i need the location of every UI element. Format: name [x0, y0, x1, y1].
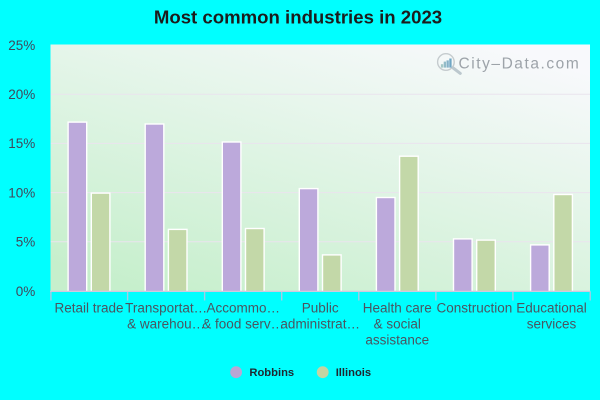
svg-text:services: services	[527, 316, 577, 331]
svg-text:15%: 15%	[8, 136, 35, 151]
svg-text:assistance: assistance	[365, 332, 429, 347]
svg-text:Illinois: Illinois	[336, 367, 371, 379]
svg-text:Health care: Health care	[363, 301, 432, 316]
svg-text:Transportat…: Transportat…	[125, 301, 207, 316]
svg-text:25%: 25%	[8, 38, 35, 53]
svg-text:Robbins: Robbins	[249, 367, 294, 379]
svg-text:Construction: Construction	[437, 301, 513, 316]
svg-text:Most common industries in 2023: Most common industries in 2023	[154, 7, 442, 28]
svg-text:Retail trade: Retail trade	[54, 301, 123, 316]
svg-text:Educational: Educational	[516, 301, 587, 316]
svg-text:Accommo…: Accommo…	[206, 301, 280, 316]
svg-text:City–Data.com: City–Data.com	[459, 55, 581, 72]
svg-text:5%: 5%	[16, 235, 36, 250]
svg-text:administrat…: administrat…	[280, 316, 360, 331]
svg-text:0%: 0%	[16, 284, 36, 299]
svg-text:& warehou…: & warehou…	[127, 316, 205, 331]
svg-text:10%: 10%	[8, 185, 35, 200]
svg-text:& food serv…: & food serv…	[202, 316, 284, 331]
svg-text:& social: & social	[374, 316, 421, 331]
svg-text:20%: 20%	[8, 87, 35, 102]
svg-text:Public: Public	[302, 301, 339, 316]
